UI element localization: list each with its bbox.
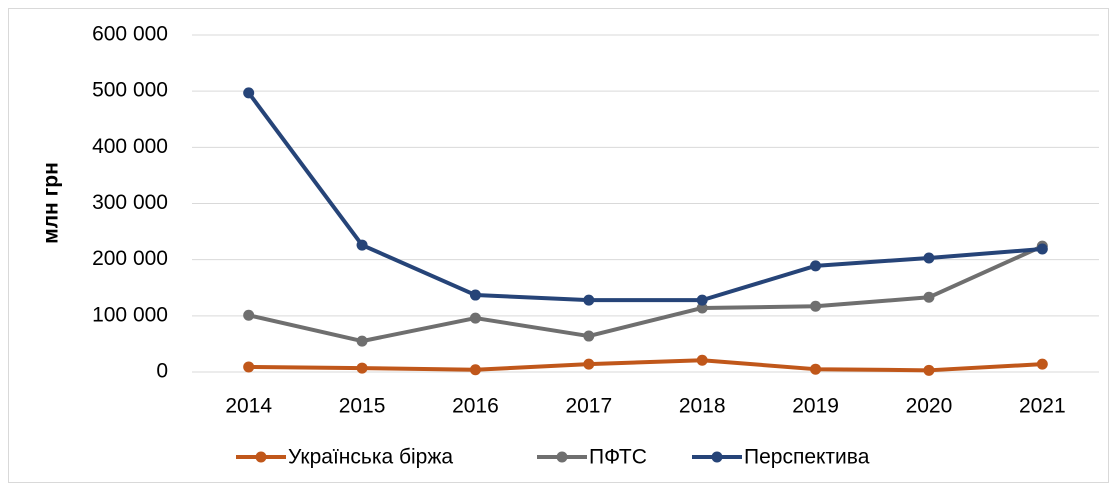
data-point	[696, 302, 708, 314]
data-point	[696, 294, 708, 306]
legend-marker	[711, 451, 723, 463]
y-tick-label: 500 000	[92, 79, 168, 102]
x-tick-label: 2018	[679, 395, 726, 418]
data-point	[356, 335, 368, 347]
x-tick-label: 2014	[225, 395, 272, 418]
chart-frame	[8, 8, 1109, 483]
series-line	[246, 90, 1045, 303]
x-tick-label: 2020	[906, 395, 953, 418]
data-point	[243, 361, 255, 373]
data-point	[923, 291, 935, 303]
y-tick-label: 200 000	[92, 247, 168, 270]
legend-label: Перспектива	[744, 446, 870, 469]
data-point	[810, 260, 822, 272]
y-tick-label: 100 000	[92, 303, 168, 326]
y-axis-label: млн грн	[40, 162, 63, 244]
x-tick-label: 2021	[1019, 395, 1066, 418]
data-point	[923, 252, 935, 264]
y-tick-label: 400 000	[92, 135, 168, 158]
data-point	[696, 354, 708, 366]
data-point	[243, 309, 255, 321]
data-point	[583, 294, 595, 306]
data-point	[356, 362, 368, 374]
legend-marker	[255, 451, 267, 463]
data-point	[356, 239, 368, 251]
data-point	[583, 330, 595, 342]
x-tick-label: 2015	[339, 395, 386, 418]
data-point	[583, 358, 595, 370]
series-line	[246, 244, 1045, 344]
x-tick-label: 2019	[792, 395, 839, 418]
data-point	[469, 312, 481, 324]
x-tick-label: 2017	[565, 395, 612, 418]
data-point	[1036, 358, 1048, 370]
data-point	[243, 87, 255, 99]
data-point	[469, 289, 481, 301]
legend-label: Українська біржа	[288, 446, 453, 469]
data-point	[923, 364, 935, 376]
x-tick-label: 2016	[452, 395, 499, 418]
legend-label: ПФТС	[589, 446, 647, 469]
data-point	[1036, 243, 1048, 255]
data-point	[469, 364, 481, 376]
y-tick-label: 0	[156, 360, 168, 383]
series-line	[246, 358, 1045, 373]
y-tick-label: 300 000	[92, 191, 168, 214]
y-tick-label: 600 000	[92, 23, 168, 46]
data-point	[810, 363, 822, 375]
data-point	[810, 300, 822, 312]
legend-marker	[556, 451, 568, 463]
